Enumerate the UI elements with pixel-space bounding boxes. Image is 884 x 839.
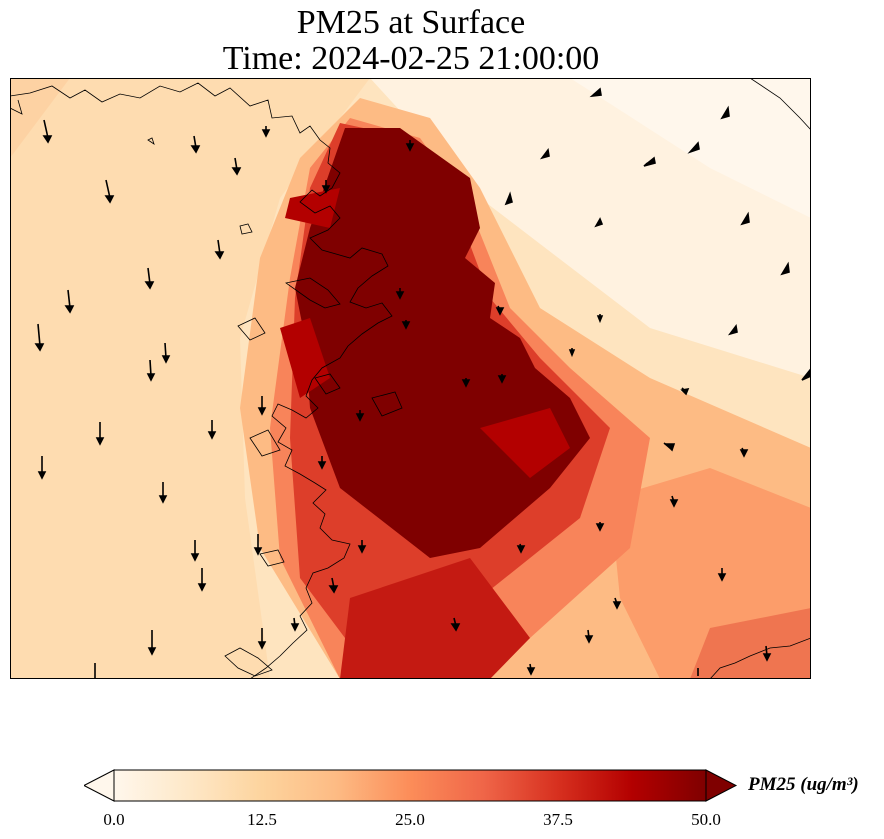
southwest-coast-island bbox=[224, 647, 273, 677]
wind-arrowhead bbox=[669, 499, 679, 508]
colorbar-tick-label: 0.0 bbox=[103, 810, 125, 829]
wind-arrowhead bbox=[207, 431, 217, 440]
wind-arrowhead bbox=[594, 217, 604, 228]
map-time: Time: 2024-02-25 21:00:00 bbox=[222, 40, 600, 77]
wind-arrowhead bbox=[104, 195, 115, 204]
colorbar-tick-label: 37.5 bbox=[543, 810, 573, 829]
wind-vectors bbox=[34, 87, 811, 679]
west-haze bbox=[10, 78, 370, 679]
coast-island-c bbox=[314, 373, 341, 395]
southeast-edge-plume bbox=[690, 608, 811, 679]
wind-arrowhead bbox=[42, 135, 53, 144]
core-fringe-west bbox=[285, 188, 340, 228]
wind-arrowhead bbox=[190, 145, 201, 154]
colorbar bbox=[84, 769, 738, 802]
wind-arrowhead bbox=[589, 87, 602, 98]
wind-vector bbox=[37, 323, 41, 347]
map-frame bbox=[10, 78, 811, 679]
wind-arrowhead bbox=[231, 167, 242, 176]
wind-arrowhead bbox=[290, 623, 300, 632]
coast-island-e bbox=[249, 429, 281, 457]
wind-arrowhead bbox=[197, 583, 207, 592]
colorbar-upper-extend bbox=[705, 769, 738, 802]
coast-island-a bbox=[285, 277, 341, 309]
wind-arrowhead bbox=[161, 355, 171, 364]
wind-arrowhead bbox=[584, 635, 594, 644]
wind-arrowhead bbox=[190, 553, 200, 562]
main-coastline bbox=[10, 82, 393, 679]
west-haze-corner bbox=[10, 78, 70, 158]
wind-arrowhead bbox=[261, 129, 271, 138]
colorbar-gradient-bar bbox=[114, 770, 706, 801]
colorbar-lower-extend bbox=[84, 769, 115, 802]
wind-arrowhead bbox=[612, 601, 622, 610]
wind-vector bbox=[67, 289, 71, 309]
colorbar-tick-label: 50.0 bbox=[691, 810, 721, 829]
wind-arrowhead bbox=[257, 641, 267, 650]
coast-inlet-west bbox=[10, 99, 23, 115]
wind-arrowhead bbox=[355, 413, 365, 422]
wind-arrowhead bbox=[147, 647, 157, 656]
wind-arrowhead bbox=[37, 471, 47, 480]
wind-arrowhead bbox=[321, 185, 331, 194]
wind-arrowhead bbox=[257, 407, 267, 416]
colorbar-frame bbox=[113, 769, 707, 802]
wind-arrowhead bbox=[64, 305, 75, 314]
wind-arrowhead bbox=[461, 379, 471, 388]
wind-arrowhead bbox=[144, 281, 155, 290]
wind-arrowhead bbox=[717, 573, 727, 582]
wind-arrowhead bbox=[664, 443, 676, 452]
coast-island-d bbox=[237, 317, 266, 341]
east-cleanest-air bbox=[570, 78, 811, 218]
colorbar-tick-label: 25.0 bbox=[395, 810, 425, 829]
wind-arrowhead bbox=[740, 211, 750, 226]
wind-arrowhead bbox=[395, 291, 405, 300]
wind-arrowhead bbox=[214, 251, 225, 260]
wind-arrowhead bbox=[516, 545, 526, 554]
northeast-coastline bbox=[749, 78, 811, 131]
colorbar-label: PM25 (ug/m³) bbox=[748, 774, 859, 795]
wind-arrowhead bbox=[739, 449, 749, 458]
wind-arrowhead bbox=[720, 105, 730, 120]
wind-arrowhead bbox=[495, 307, 505, 316]
wind-arrowhead bbox=[450, 623, 461, 632]
wind-arrowhead bbox=[405, 143, 415, 152]
wind-arrowhead bbox=[687, 141, 700, 154]
wind-arrowhead bbox=[95, 437, 105, 446]
wind-arrowhead bbox=[762, 653, 772, 662]
wind-arrowhead bbox=[643, 156, 656, 167]
wind-arrowhead bbox=[727, 324, 738, 336]
coast-island-f bbox=[259, 549, 285, 567]
small-island bbox=[239, 223, 253, 235]
coast-island-b bbox=[371, 391, 403, 417]
core-fringe-east bbox=[480, 408, 570, 478]
wind-arrowhead bbox=[34, 343, 45, 352]
coastlines bbox=[10, 78, 811, 679]
colorbar-tick-label: 12.5 bbox=[247, 810, 277, 829]
wind-arrowhead bbox=[253, 547, 263, 556]
wind-arrowhead bbox=[328, 585, 339, 594]
wind-arrowhead bbox=[539, 148, 550, 160]
wind-arrowhead bbox=[401, 321, 411, 330]
wind-arrowhead bbox=[596, 315, 604, 324]
wind-vector bbox=[43, 119, 49, 139]
map-title: PM25 at Surface bbox=[296, 4, 526, 41]
plume-south-tail bbox=[340, 558, 530, 679]
wind-arrowhead bbox=[158, 495, 168, 504]
wind-arrowhead bbox=[680, 387, 690, 396]
wind-vector bbox=[105, 179, 111, 199]
wind-arrowhead bbox=[595, 523, 605, 532]
southeast-coastline bbox=[709, 637, 811, 679]
wind-arrowhead bbox=[497, 375, 507, 384]
wind-arrowhead bbox=[357, 545, 367, 554]
wind-arrowhead bbox=[504, 191, 513, 206]
core-fringe-mid bbox=[280, 318, 330, 398]
pm25-map bbox=[10, 78, 811, 679]
wind-arrowhead bbox=[317, 461, 327, 470]
wind-arrowhead bbox=[526, 667, 536, 676]
wind-arrowhead bbox=[568, 349, 576, 358]
wind-arrowhead bbox=[780, 261, 790, 276]
tiny-island bbox=[147, 137, 155, 145]
wind-arrowhead bbox=[146, 373, 156, 382]
